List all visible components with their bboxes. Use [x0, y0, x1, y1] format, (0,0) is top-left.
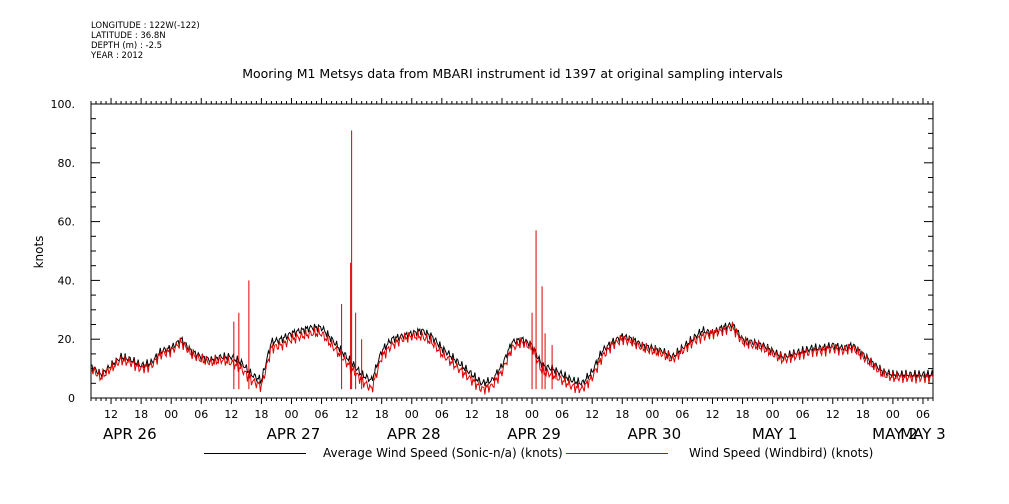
- x-tick-label: 00: [645, 408, 659, 421]
- x-tick-label: 18: [615, 408, 629, 421]
- y-tick-label: 20.: [58, 333, 76, 346]
- x-day-label: APR 27: [267, 425, 321, 443]
- x-tick-label: 06: [435, 408, 449, 421]
- series-line-average: [90, 321, 934, 387]
- latitude-text: LATITUDE : 36.8N: [91, 31, 166, 41]
- x-day-label: MAY 3: [900, 425, 946, 443]
- x-tick-label: 18: [134, 408, 148, 421]
- chart-title: Mooring M1 Metsys data from MBARI instru…: [242, 66, 783, 81]
- x-tick-label: 12: [826, 408, 840, 421]
- x-tick-label: 00: [886, 408, 900, 421]
- x-day-label: APR 29: [507, 425, 561, 443]
- metadata-block: LONGITUDE : 122W(-122) LATITUDE : 36.8N …: [91, 21, 200, 61]
- depth-text: DEPTH (m) : -2.5: [91, 41, 163, 51]
- x-tick-label: 06: [315, 408, 329, 421]
- x-day-label: APR 26: [103, 425, 157, 443]
- x-tick-label: 18: [736, 408, 750, 421]
- y-tick-label: 0: [68, 392, 75, 405]
- longitude-text: LONGITUDE : 122W(-122): [91, 21, 200, 31]
- x-tick-label: 18: [495, 408, 509, 421]
- x-tick-label: 12: [345, 408, 359, 421]
- x-axis-ticks: 12 18 00 06 12 18 00 06 12 18 00 06 12 18 00 06 12 18 00 06…: [90, 98, 946, 443]
- x-tick-label: 06: [194, 408, 208, 421]
- year-text: YEAR : 2012: [91, 51, 144, 61]
- x-tick-label: 06: [555, 408, 569, 421]
- x-tick-label: 12: [104, 408, 118, 421]
- legend-label-average: Average Wind Speed (Sonic-n/a) (knots): [323, 446, 563, 460]
- x-tick-label: 00: [164, 408, 178, 421]
- x-tick-label: 00: [766, 408, 780, 421]
- series-lines: [90, 130, 934, 395]
- y-tick-label: 40.: [58, 274, 76, 287]
- y-axis-ticks: 0 20. 40. 60. 80. 100.: [51, 98, 933, 405]
- x-tick-label: 00: [525, 408, 539, 421]
- y-tick-label: 60.: [58, 216, 76, 229]
- plot-border: [90, 103, 934, 399]
- legend-swatch-windbird: [566, 453, 668, 454]
- y-axis-label: knots: [32, 236, 46, 269]
- x-tick-label: 00: [405, 408, 419, 421]
- x-tick-label: 06: [796, 408, 810, 421]
- x-tick-label: 18: [375, 408, 389, 421]
- x-day-label: MAY 2: [872, 425, 918, 443]
- x-tick-label: 00: [284, 408, 298, 421]
- x-tick-label: 18: [856, 408, 870, 421]
- x-tick-label: 06: [916, 408, 930, 421]
- series-line-windbird: [90, 322, 934, 395]
- y-tick-label: 100.: [51, 98, 76, 111]
- x-day-label: MAY 1: [752, 425, 798, 443]
- x-tick-label: 12: [224, 408, 238, 421]
- x-day-label: APR 28: [387, 425, 441, 443]
- x-day-label: APR 30: [628, 425, 682, 443]
- x-tick-label: 12: [705, 408, 719, 421]
- legend: Average Wind Speed (Sonic-n/a) (knots) W…: [0, 444, 1009, 464]
- x-tick-label: 12: [585, 408, 599, 421]
- x-tick-label: 18: [254, 408, 268, 421]
- x-tick-label: 06: [675, 408, 689, 421]
- plot-frame: [90, 103, 934, 399]
- x-tick-label: 12: [465, 408, 479, 421]
- legend-label-windbird: Wind Speed (Windbird) (knots): [689, 446, 874, 460]
- legend-swatch-average: [204, 453, 306, 454]
- y-tick-label: 80.: [58, 157, 76, 170]
